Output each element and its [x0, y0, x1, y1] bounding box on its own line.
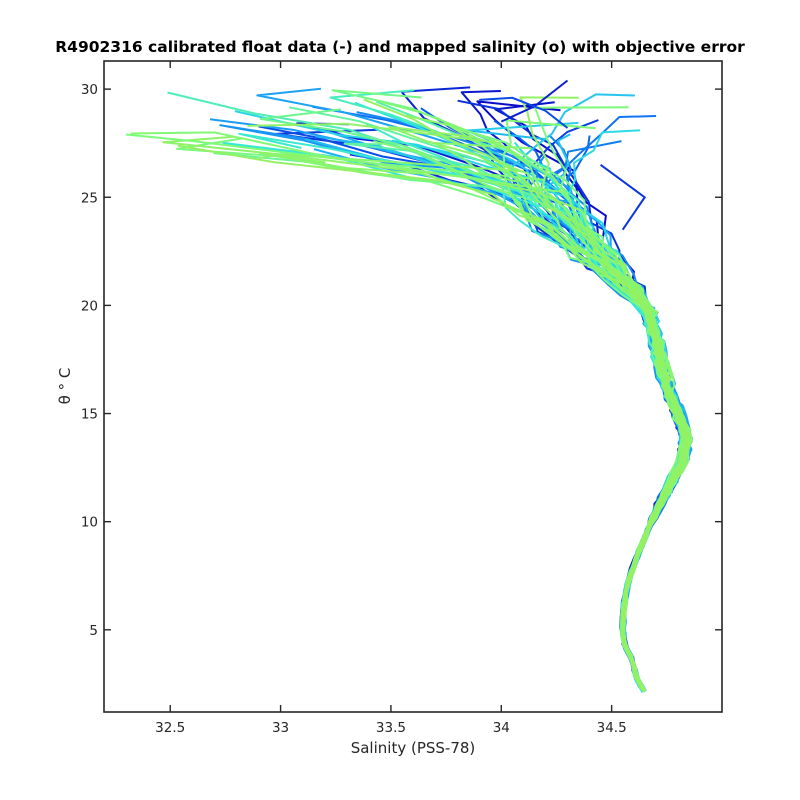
x-tick-label: 33.5 [376, 720, 406, 736]
y-tick-label: 30 [81, 82, 98, 98]
x-tick-label: 32.5 [155, 720, 185, 736]
x-tick-label: 34 [493, 720, 510, 736]
y-tick-label: 15 [81, 407, 98, 423]
y-tick-label: 5 [89, 623, 98, 639]
profile-line [479, 96, 569, 129]
x-axis: 32.5 33 33.5 34 34.5 [155, 61, 627, 736]
profile-line [258, 152, 524, 173]
y-axis-label: θ ° C [56, 368, 74, 405]
plot-area [103, 60, 723, 713]
profile-line [126, 133, 546, 181]
y-tick-label: 10 [81, 515, 98, 531]
x-axis-label: Salinity (PSS-78) [351, 739, 476, 757]
profile-line [247, 122, 502, 145]
y-tick-label: 25 [81, 190, 98, 206]
profile-line [600, 163, 647, 231]
profile-line [130, 131, 568, 194]
profile-line [363, 98, 690, 693]
axes-frame [103, 60, 723, 713]
y-tick-label: 20 [81, 298, 98, 314]
x-tick-label: 34.5 [597, 720, 627, 736]
chart-title: R4902316 calibrated float data (-) and m… [55, 38, 745, 56]
y-axis: 5 10 15 20 25 30 [81, 82, 722, 639]
x-tick-label: 33 [272, 720, 289, 736]
